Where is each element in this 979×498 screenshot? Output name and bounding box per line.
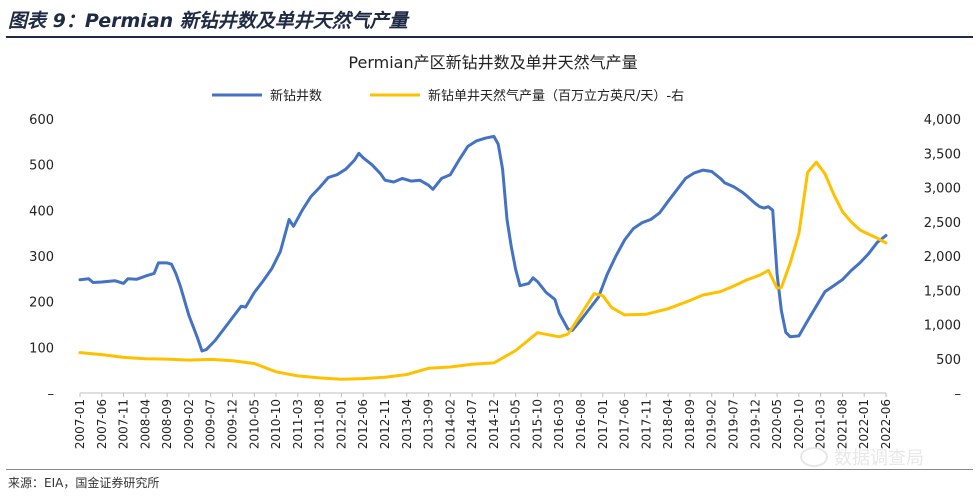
x-tick-label: 2019-12 xyxy=(748,399,762,449)
plot-area xyxy=(78,134,888,381)
x-tick-label: 2017-06 xyxy=(618,399,632,449)
x-tick-label: 2011-03 xyxy=(291,399,305,449)
figure-header: 图表 9：Permian 新钻井数及单井天然气产量 xyxy=(0,0,979,40)
x-tick-label: 2010-05 xyxy=(247,399,261,449)
y-right-tick-label: 3,500 xyxy=(924,147,961,162)
x-tick-label: 2007-06 xyxy=(95,399,109,449)
x-tick-label: 2012-01 xyxy=(334,399,348,449)
x-tick-label: 2014-02 xyxy=(443,399,457,449)
x-tick-label: 2007-01 xyxy=(73,399,87,449)
x-tick-label: 2019-02 xyxy=(705,399,719,449)
x-tick-label: 2021-03 xyxy=(814,399,828,449)
x-tick-label: 2009-02 xyxy=(182,399,196,449)
x-tick-label: 2015-10 xyxy=(530,399,544,449)
x-tick-label: 2015-05 xyxy=(509,399,523,449)
y-left-tick-label: 400 xyxy=(29,204,54,219)
x-tick-label: 2019-07 xyxy=(727,399,741,449)
legend: 新钻井数 新钻单井天然气产量（百万立方英尺/天）-右 xyxy=(212,88,684,104)
x-tick-label: 2009-12 xyxy=(225,399,239,449)
y-right-tick-label: 500 xyxy=(936,353,961,368)
axes: – 100 200 300 400 500 600 – 500 1,000 1,500 2,000 2,… xyxy=(29,113,961,449)
x-tick-label: 2018-09 xyxy=(683,399,697,449)
y-left-tick-label: 200 xyxy=(29,296,54,311)
x-tick-label: 2016-08 xyxy=(574,399,588,449)
chart-title: Permian产区新钻井数及单井天然气产量 xyxy=(348,53,637,72)
x-tick-label: 2012-11 xyxy=(378,399,392,449)
y-left-tick-label: 100 xyxy=(29,341,54,356)
wechat-icon xyxy=(800,447,828,467)
y-right-tick-label: 3,000 xyxy=(924,182,961,197)
x-tick-label: 2020-05 xyxy=(770,399,784,449)
legend-label-gas: 新钻单井天然气产量（百万立方英尺/天）-右 xyxy=(428,88,684,104)
x-tick-label: 2017-11 xyxy=(639,399,653,449)
x-tick-label: 2016-03 xyxy=(552,399,566,449)
y-right-tick-label: 1,000 xyxy=(924,319,961,334)
source-note: 来源：EIA，国金证券研究所 xyxy=(8,476,160,490)
y-right-tick-label: – xyxy=(955,387,962,402)
x-tick-label: 2009-07 xyxy=(204,399,218,449)
y-left-tick-label: – xyxy=(48,387,55,402)
legend-label-wells: 新钻井数 xyxy=(270,88,322,104)
y-right-tick-label: 1,500 xyxy=(924,284,961,299)
x-tick-label: 2022-06 xyxy=(879,399,893,449)
x-tick-label: 2022-01 xyxy=(857,399,871,449)
x-tick-label: 2010-10 xyxy=(269,399,283,449)
y-right-tick-label: 2,500 xyxy=(924,216,961,231)
x-tick-label: 2014-07 xyxy=(465,399,479,449)
x-tick-label: 2008-04 xyxy=(138,399,152,449)
y-left-tick-label: 600 xyxy=(29,113,54,128)
figure-title: 图表 9：Permian 新钻井数及单井天然气产量 xyxy=(8,10,408,32)
x-tick-label: 2020-10 xyxy=(792,399,806,449)
x-tick-label: 2011-08 xyxy=(313,399,327,449)
header-rule xyxy=(6,36,973,38)
x-tick-label: 2018-04 xyxy=(661,399,675,449)
footer-rule xyxy=(6,469,973,470)
x-tick-label: 2021-08 xyxy=(835,399,849,449)
x-tick-label: 2008-09 xyxy=(160,399,174,449)
y-right-tick-label: 2,000 xyxy=(924,250,961,265)
y-left-tick-label: 500 xyxy=(29,159,54,174)
y-right-tick-label: 4,000 xyxy=(924,113,961,128)
x-tick-label: 2012-06 xyxy=(356,399,370,449)
x-tick-label: 2007-11 xyxy=(117,399,131,449)
x-tick-label: 2014-12 xyxy=(487,399,501,449)
watermark: 数据调查局 xyxy=(800,444,924,470)
series-line-gas xyxy=(78,160,888,381)
y-left-tick-label: 300 xyxy=(29,250,54,265)
series-line-wells xyxy=(78,134,888,353)
x-tick-label: 2013-09 xyxy=(422,399,436,449)
x-tick-label: 2013-04 xyxy=(400,399,414,449)
x-tick-label: 2017-01 xyxy=(596,399,610,449)
watermark-text: 数据调查局 xyxy=(834,448,924,469)
